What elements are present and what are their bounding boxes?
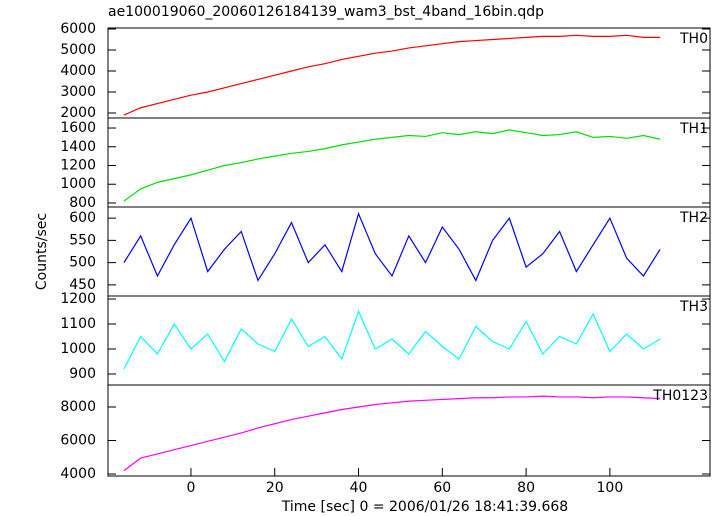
x-tick-label: 40 — [350, 480, 368, 496]
y-axis-label: Counts/sec — [34, 213, 50, 290]
y-tick-label: 1000 — [60, 176, 96, 192]
data-line — [123, 395, 661, 472]
data-line — [123, 34, 661, 116]
series-label: TH1 — [679, 121, 708, 137]
y-tick-label: 4000 — [60, 63, 96, 79]
y-tick-label: 800 — [69, 195, 96, 211]
panel-frame — [107, 27, 711, 119]
panel-frame — [107, 206, 711, 297]
y-tick-label: 6000 — [60, 21, 96, 37]
y-tick-label: 1400 — [60, 139, 96, 155]
x-axis-label: Time [sec] 0 = 2006/01/26 18:41:39.668 — [281, 499, 568, 515]
y-tick-label: 4000 — [60, 466, 96, 482]
x-tick-label: 20 — [266, 480, 284, 496]
y-tick-label: 1000 — [60, 341, 96, 357]
y-tick-label: 600 — [69, 210, 96, 226]
y-tick-label: 500 — [69, 255, 96, 271]
data-line — [123, 309, 661, 370]
x-tick-label: 60 — [433, 480, 451, 496]
x-tick-label: 80 — [517, 480, 535, 496]
y-tick-label: 900 — [69, 366, 96, 382]
y-tick-label: 1100 — [60, 316, 96, 332]
y-tick-label: 2000 — [60, 105, 96, 121]
y-tick-label: 1600 — [60, 120, 96, 136]
x-tick-label: 100 — [597, 480, 624, 496]
series-label: TH2 — [679, 210, 708, 226]
series-label: TH0123 — [652, 388, 708, 404]
y-tick-label: 1200 — [60, 291, 96, 307]
data-line — [123, 211, 661, 282]
y-tick-label: 3000 — [60, 84, 96, 100]
data-line — [123, 129, 661, 202]
panel-frame — [107, 384, 711, 477]
y-tick-label: 550 — [69, 232, 96, 248]
panel-frame — [107, 117, 711, 208]
series-label: TH0 — [679, 31, 708, 47]
y-tick-label: 1200 — [60, 157, 96, 173]
chart-title: ae100019060_20060126184139_wam3_bst_4ban… — [108, 4, 544, 20]
y-tick-label: 6000 — [60, 433, 96, 449]
x-tick-label: 0 — [186, 480, 195, 496]
y-tick-label: 450 — [69, 277, 96, 293]
y-tick-label: 8000 — [60, 399, 96, 415]
series-label: TH3 — [679, 299, 708, 315]
y-tick-label: 5000 — [60, 42, 96, 58]
